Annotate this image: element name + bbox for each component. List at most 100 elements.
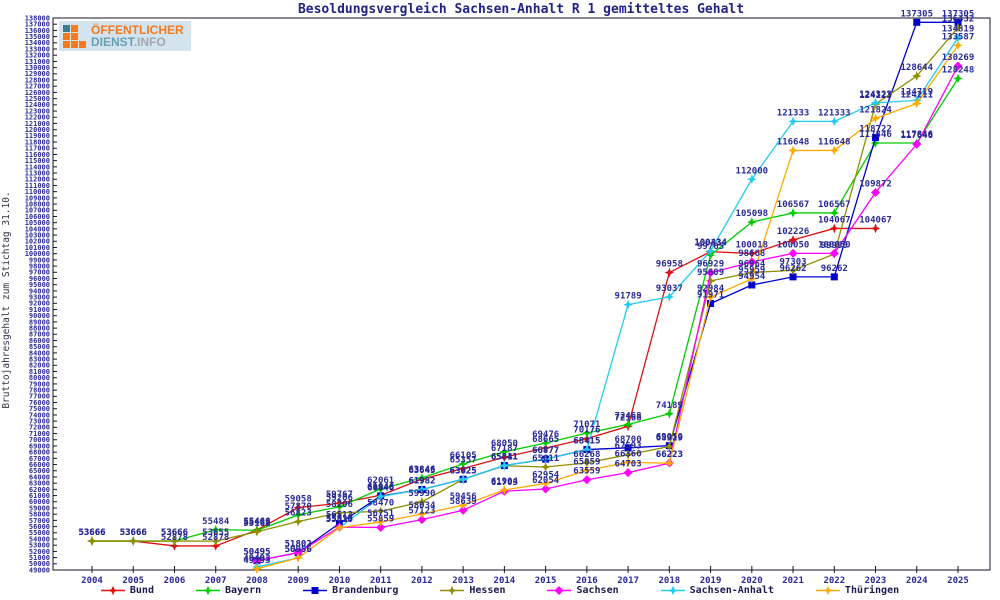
x-axis-ticks: 2004 2005 2006 2007 2008 2009 2010 2011 2012 2013… <box>81 566 969 586</box>
point-value-label: 60946 <box>367 483 394 493</box>
legend-item-thüringen: Thüringen <box>815 585 899 596</box>
x-tick-label: 2007 <box>205 576 227 586</box>
y-tick-label: 133000 <box>25 45 50 53</box>
brandenburg-marker-icon <box>303 587 328 594</box>
y-tick-label: 82000 <box>29 362 50 370</box>
y-tick-label: 71000 <box>29 430 50 438</box>
y-tick-label: 107000 <box>25 207 50 215</box>
y-tick-label: 129000 <box>25 70 50 78</box>
point-value-label: 58639 <box>450 497 477 507</box>
y-tick-label: 52000 <box>29 548 50 556</box>
point-value-label: 55913 <box>326 514 353 524</box>
y-tick-label: 136000 <box>25 27 50 35</box>
y-tick-label: 97000 <box>29 269 50 277</box>
x-tick-label: 2018 <box>658 576 680 586</box>
y-tick-label: 61000 <box>29 492 50 500</box>
point-value-label: 50495 <box>243 548 270 558</box>
point-value-label: 116648 <box>818 137 851 147</box>
point-value-label: 130269 <box>942 53 975 63</box>
y-tick-label: 99000 <box>29 256 50 264</box>
point-value-label: 55859 <box>367 514 394 524</box>
logo-line2a: DIENST <box>91 35 134 49</box>
point-value-label: 58206 <box>326 500 353 510</box>
y-tick-label: 74000 <box>29 411 50 419</box>
point-value-label: 69476 <box>532 430 559 440</box>
legend-item-sachsen-anhalt: Sachsen-Anhalt <box>660 585 774 596</box>
point-value-label: 53666 <box>120 528 147 538</box>
point-value-label: 96262 <box>780 264 807 274</box>
point-value-label: 50956 <box>285 545 312 555</box>
point-value-label: 53666 <box>78 528 105 538</box>
point-value-label: 65611 <box>532 454 559 464</box>
legend-label: Hessen <box>469 585 506 596</box>
point-value-label: 56751 <box>367 509 394 519</box>
point-value-label: 57870 <box>285 502 312 512</box>
series-labels-thüringen: 49193 50956 55810 56751 58034 59456 61904 62954… <box>243 32 974 565</box>
y-tick-label: 94000 <box>29 287 50 295</box>
logo-squares-icon <box>63 24 86 48</box>
point-value-label: 100018 <box>736 241 769 251</box>
point-value-label: 137305 <box>901 9 934 19</box>
point-value-label: 62054 <box>532 476 560 486</box>
y-tick-label: 128000 <box>25 76 50 84</box>
point-value-label: 116648 <box>777 137 810 147</box>
point-value-label: 55484 <box>202 517 230 527</box>
y-tick-label: 72000 <box>29 424 50 432</box>
point-value-label: 61703 <box>491 478 518 488</box>
x-tick-label: 2011 <box>370 576 392 586</box>
sachsen-anhalt-marker-icon <box>660 585 685 596</box>
point-value-label: 59206 <box>326 494 353 504</box>
x-tick-label: 2005 <box>122 576 144 586</box>
point-value-label: 52878 <box>161 533 188 543</box>
point-value-label: 104067 <box>818 215 851 225</box>
x-tick-label: 2014 <box>494 576 516 586</box>
x-tick-label: 2013 <box>452 576 474 586</box>
y-tick-label: 125000 <box>25 95 50 103</box>
oeffentlicher-dienst-logo[interactable]: ÖFFENTLICHER DIENST.INFO <box>59 21 191 51</box>
point-value-label: 68665 <box>532 435 559 445</box>
y-tick-label: 96000 <box>29 275 50 283</box>
y-tick-label: 118000 <box>25 138 50 146</box>
point-value-label: 100334 <box>694 239 727 249</box>
point-value-label: 67187 <box>491 444 518 454</box>
y-tick-label: 108000 <box>25 200 50 208</box>
y-tick-label: 90000 <box>29 312 50 320</box>
point-value-label: 49193 <box>243 556 270 566</box>
series-brandenburg <box>253 18 962 565</box>
y-tick-label: 104000 <box>25 225 50 233</box>
y-tick-label: 68000 <box>29 449 50 457</box>
sachsen-marker-icon <box>547 586 572 595</box>
x-tick-label: 2019 <box>700 576 722 586</box>
point-value-label: 96929 <box>697 260 724 270</box>
y-tick-label: 59000 <box>29 504 50 512</box>
point-value-label: 53655 <box>202 528 229 538</box>
point-value-label: 62954 <box>532 470 560 480</box>
y-tick-label: 87000 <box>29 331 50 339</box>
y-tick-label: 120000 <box>25 126 50 134</box>
point-value-label: 117846 <box>901 130 934 140</box>
point-value-label: 102226 <box>777 227 810 237</box>
point-value-label: 137305 <box>942 9 975 19</box>
y-tick-label: 110000 <box>25 188 50 196</box>
point-value-label: 51802 <box>285 540 312 550</box>
point-value-label: 128644 <box>901 63 934 73</box>
y-tick-label: 116000 <box>25 151 50 159</box>
legend-label: Sachsen <box>576 585 619 596</box>
y-tick-label: 137000 <box>25 21 50 29</box>
y-tick-label: 54000 <box>29 535 50 543</box>
point-value-label: 100434 <box>694 238 727 248</box>
y-tick-label: 112000 <box>25 176 50 184</box>
point-value-label: 69050 <box>656 433 683 443</box>
point-value-label: 91971 <box>697 290 724 300</box>
point-value-label: 121824 <box>859 105 892 115</box>
y-tick-label: 80000 <box>29 374 50 382</box>
y-tick-label: 81000 <box>29 368 50 376</box>
point-value-label: 55813 <box>326 515 353 525</box>
point-value-label: 93037 <box>656 284 683 294</box>
logo-text: ÖFFENTLICHER DIENST.INFO <box>91 24 184 48</box>
y-tick-label: 50000 <box>29 560 50 568</box>
x-tick-label: 2012 <box>411 576 433 586</box>
point-value-label: 66223 <box>656 450 683 460</box>
point-value-label: 53666 <box>78 528 105 538</box>
